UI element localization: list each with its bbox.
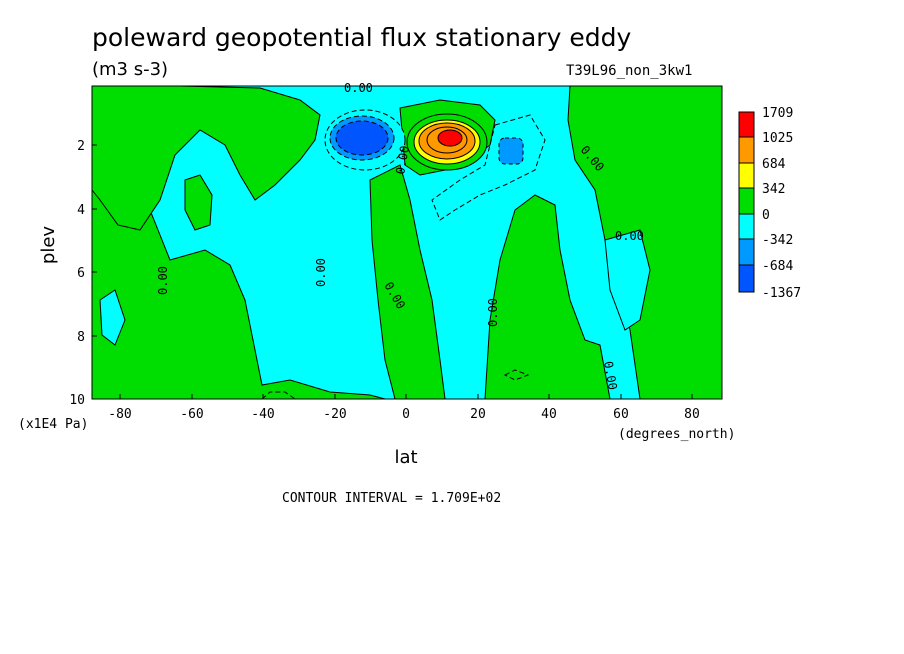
legend-label: -342 — [762, 233, 793, 248]
contour-label: 0.00 — [393, 145, 412, 176]
legend-label: -1367 — [762, 286, 801, 301]
x-axis-label: lat — [394, 447, 417, 468]
positive-region-island-1 — [184, 174, 213, 231]
x-tick-label: -80 — [108, 407, 131, 422]
x-tick-label: -20 — [323, 407, 346, 422]
x-axis-ticks — [119, 394, 693, 399]
chart-units: (m3 s-3) — [92, 59, 168, 80]
x-tick-label: 40 — [541, 407, 557, 422]
y-tick-label: 8 — [77, 330, 85, 345]
legend-label: 1709 — [762, 106, 793, 121]
color-legend: 1709 1025 684 342 0 -342 -684 -1367 — [738, 106, 801, 301]
contour-label: 0.00 — [344, 81, 373, 95]
legend-swatch — [738, 213, 755, 240]
positive-cell-core — [437, 129, 463, 147]
y-axis-ticks — [92, 144, 97, 400]
negative-region-island-1 — [604, 229, 651, 331]
y-axis-units: (x1E4 Pa) — [18, 417, 88, 432]
x-tick-label: -60 — [180, 407, 203, 422]
y-tick-label: 4 — [77, 203, 85, 218]
legend-label: 1025 — [762, 131, 793, 146]
contour-labels: 0.00 0.00 0.00 0.00 0.00 0.00 0.00 0.00 … — [156, 81, 644, 391]
dashed-contour-nh — [431, 114, 546, 221]
contour-interval-note: CONTOUR INTERVAL = 1.709E+02 — [282, 491, 501, 506]
contour-label: 0.00 — [314, 258, 328, 287]
legend-swatch — [738, 136, 755, 164]
dashed-contour-bottom — [503, 369, 530, 381]
negative-cell-core — [335, 120, 389, 156]
legend-swatch — [738, 187, 755, 215]
legend-swatch — [738, 111, 755, 138]
legend-swatch — [738, 238, 755, 266]
legend-swatch — [738, 264, 755, 293]
legend-label: 342 — [762, 182, 785, 197]
contour-label: 0.00 — [615, 229, 644, 243]
legend-label: 0 — [762, 208, 770, 223]
x-tick-label: 0 — [402, 407, 410, 422]
x-tick-label: 60 — [613, 407, 629, 422]
legend-label: -684 — [762, 259, 793, 274]
x-tick-label: -40 — [251, 407, 274, 422]
legend-label: 684 — [762, 157, 786, 172]
y-tick-labels: 2 4 6 8 10 — [69, 139, 85, 408]
positive-region-left-tongue — [92, 86, 321, 231]
negative-region-island-2 — [99, 289, 126, 346]
chart-title: poleward geopotential flux stationary ed… — [92, 23, 631, 52]
dashed-contour-bottom-left — [261, 391, 296, 399]
positive-region-north-mid — [484, 194, 611, 399]
contour-label: 0.00 — [601, 360, 620, 391]
contour-label: 0.00 — [156, 266, 170, 295]
x-tick-label: 80 — [684, 407, 700, 422]
y-axis-label: plev — [38, 226, 59, 265]
x-axis-units: (degrees_north) — [618, 427, 735, 442]
legend-swatch — [738, 162, 755, 189]
plot-area: 0.00 0.00 0.00 0.00 0.00 0.00 0.00 0.00 … — [69, 81, 723, 422]
y-tick-label: 10 — [69, 393, 85, 408]
plot-frame — [91, 85, 723, 400]
y-tick-label: 2 — [77, 139, 85, 154]
contour-label: 0.00 — [486, 298, 500, 327]
negative-cell-small — [498, 137, 524, 165]
y-tick-label: 6 — [77, 266, 85, 281]
run-label: T39L96_non_3kw1 — [566, 63, 692, 79]
x-tick-label: 20 — [470, 407, 486, 422]
positive-region-mid-column — [369, 164, 446, 399]
x-tick-labels: -80 -60 -40 -20 0 20 40 60 80 — [108, 407, 700, 422]
